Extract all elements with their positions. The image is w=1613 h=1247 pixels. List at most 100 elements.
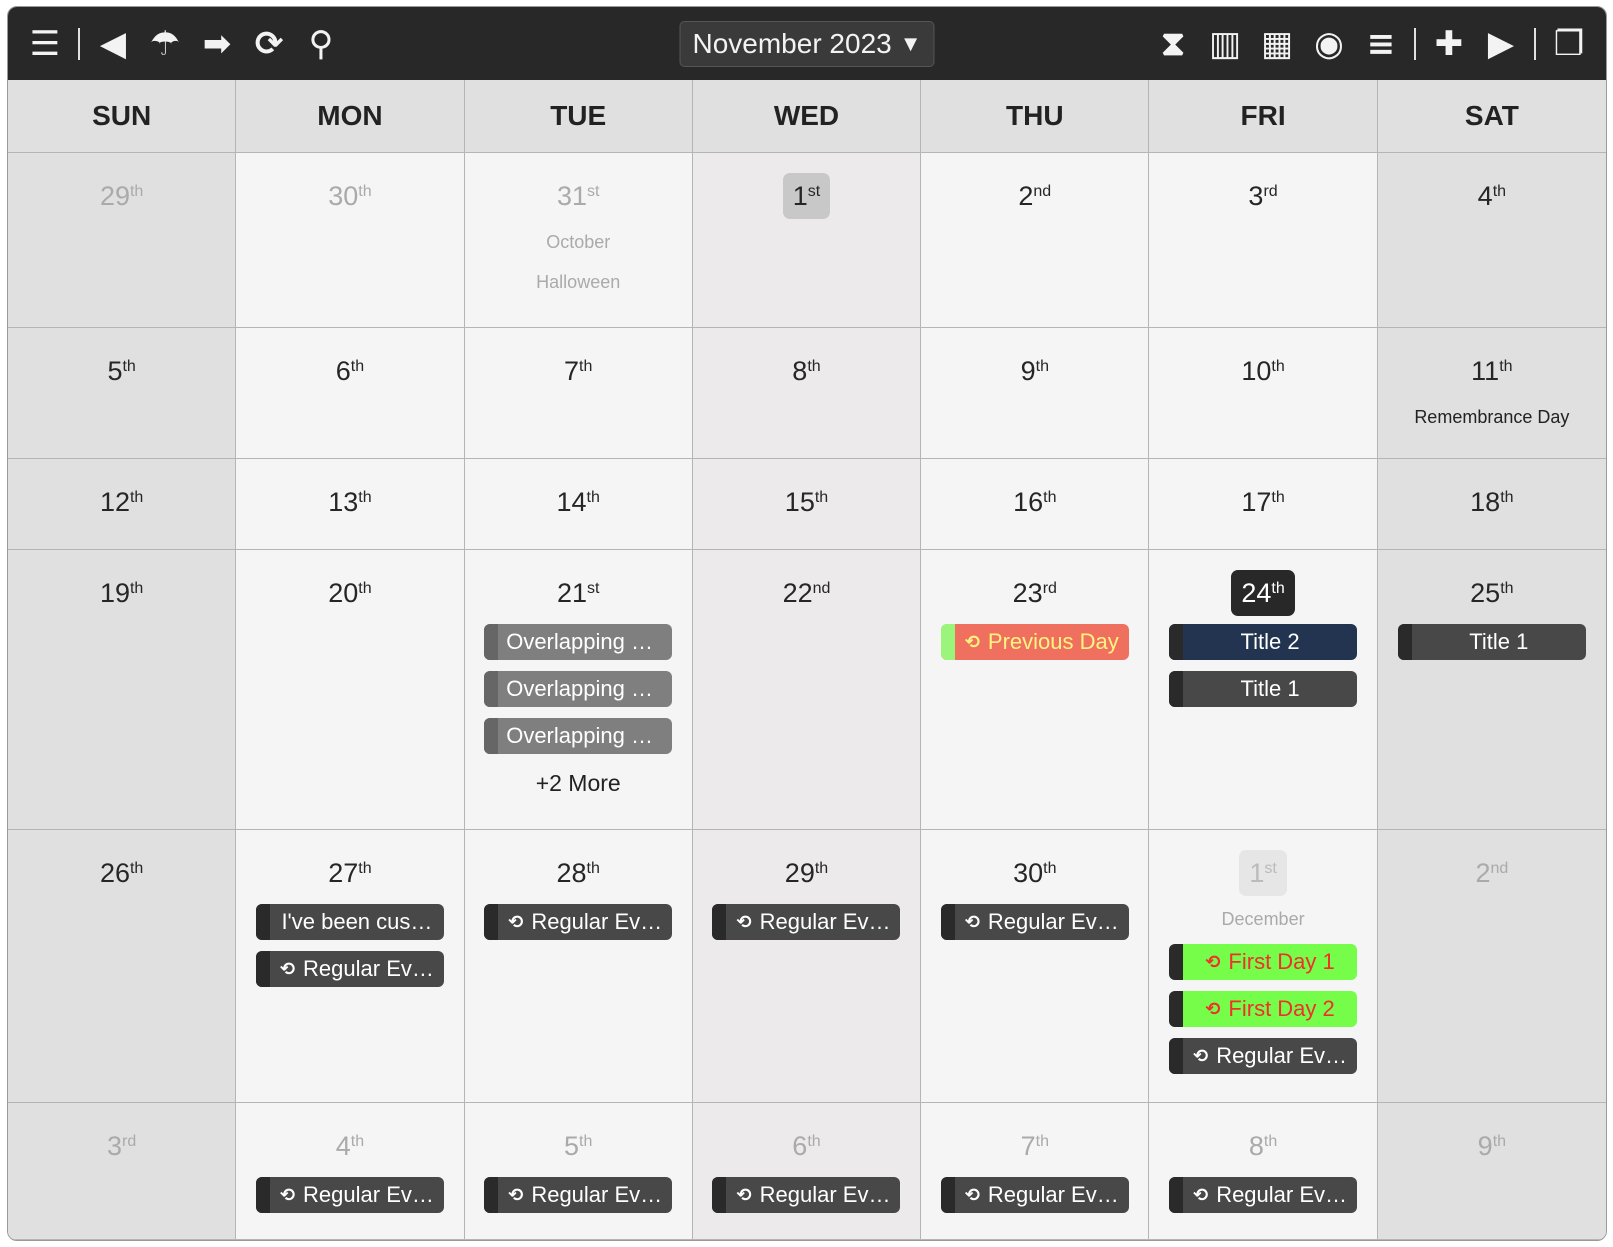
event-chip[interactable]: Title 2 xyxy=(1169,624,1358,660)
grid-icon[interactable]: ▦ xyxy=(1260,23,1294,64)
day-number[interactable]: 20th xyxy=(318,570,381,616)
day-cell[interactable]: 7th ⟲ Regular Ev… xyxy=(921,1103,1150,1240)
day-number[interactable]: 28th xyxy=(547,850,610,896)
event-chip[interactable]: ⟲ Regular Ev… xyxy=(255,1177,444,1213)
day-cell[interactable]: 14th xyxy=(464,459,693,550)
day-number[interactable]: 29th xyxy=(90,173,153,219)
day-number[interactable]: 30th xyxy=(318,173,381,219)
day-cell[interactable]: 3rd xyxy=(8,1103,237,1240)
event-chip[interactable]: Title 1 xyxy=(1169,671,1358,707)
day-cell[interactable]: 20th xyxy=(236,550,465,830)
day-cell[interactable]: 31st October Halloween xyxy=(464,153,693,328)
day-number[interactable]: 29th xyxy=(775,850,838,896)
day-cell[interactable]: 4th xyxy=(1377,153,1606,328)
columns-icon[interactable]: ▥ xyxy=(1208,23,1242,64)
day-cell[interactable]: 3rd xyxy=(1149,153,1378,328)
event-chip[interactable]: ⟲ First Day 2 xyxy=(1169,991,1358,1027)
day-number[interactable]: 8th xyxy=(782,348,830,394)
fullscreen-icon[interactable]: ❐ xyxy=(1553,23,1585,64)
day-number[interactable]: 17th xyxy=(1231,479,1294,525)
day-number[interactable]: 1st xyxy=(782,173,831,219)
event-chip[interactable]: ⟲ Regular Ev… xyxy=(1169,1177,1358,1213)
day-number[interactable]: 11th xyxy=(1461,348,1522,394)
day-number[interactable]: 26th xyxy=(90,850,153,896)
day-number[interactable]: 14th xyxy=(547,479,610,525)
day-number[interactable]: 5th xyxy=(97,348,145,394)
event-chip[interactable]: ⟲ Regular Ev… xyxy=(255,951,444,987)
day-number[interactable]: 19th xyxy=(90,570,153,616)
day-cell[interactable]: 8th xyxy=(692,328,922,459)
month-selector-button[interactable]: November 2023 ▼ xyxy=(679,21,935,67)
day-cell[interactable]: 21st Overlapping … Overlapping … Overlappin… xyxy=(464,550,693,830)
day-cell[interactable]: 6th xyxy=(236,328,465,459)
refresh-icon[interactable]: ⟳ xyxy=(254,23,284,64)
event-chip[interactable]: ⟲ First Day 1 xyxy=(1169,944,1358,980)
day-cell[interactable]: 1st xyxy=(692,153,922,328)
day-number[interactable]: 4th xyxy=(326,1123,374,1169)
day-number[interactable]: 8th xyxy=(1239,1123,1287,1169)
day-cell[interactable]: 12th xyxy=(8,459,237,550)
event-chip[interactable]: ⟲ Regular Ev… xyxy=(484,1177,673,1213)
day-cell[interactable]: 29th ⟲ Regular Ev… xyxy=(692,830,922,1103)
day-number[interactable]: 16th xyxy=(1003,479,1066,525)
day-number[interactable]: 4th xyxy=(1468,173,1516,219)
event-chip[interactable]: Title 1 xyxy=(1397,624,1586,660)
search-icon[interactable]: ⚲ xyxy=(308,23,334,64)
day-cell[interactable]: 16th xyxy=(921,459,1150,550)
event-chip[interactable]: ⟲ Previous Day xyxy=(940,624,1129,660)
day-cell[interactable]: 28th ⟲ Regular Ev… xyxy=(464,830,693,1103)
day-cell[interactable]: 2nd xyxy=(921,153,1150,328)
day-number[interactable]: 6th xyxy=(782,1123,830,1169)
day-number[interactable]: 5th xyxy=(554,1123,602,1169)
day-cell[interactable]: 15th xyxy=(692,459,922,550)
more-events-link[interactable]: +2 More xyxy=(535,770,621,796)
list-icon[interactable]: ≡ xyxy=(1366,23,1396,64)
day-number[interactable]: 3rd xyxy=(97,1123,146,1169)
day-number[interactable]: 3rd xyxy=(1238,173,1287,219)
day-cell[interactable]: 9th xyxy=(1377,1103,1606,1240)
event-chip[interactable]: ⟲ Regular Ev… xyxy=(484,904,673,940)
day-number[interactable]: 30th xyxy=(1003,850,1066,896)
day-number[interactable]: 24th xyxy=(1231,570,1295,616)
day-cell[interactable]: 5th ⟲ Regular Ev… xyxy=(464,1103,693,1240)
day-number[interactable]: 21st xyxy=(547,570,610,616)
day-number[interactable]: 27th xyxy=(318,850,381,896)
forward-icon[interactable]: ➡ xyxy=(202,23,232,64)
today-icon[interactable]: ☂ xyxy=(149,23,181,64)
day-number[interactable]: 1st xyxy=(1239,850,1287,896)
event-chip[interactable]: Overlapping … xyxy=(484,671,673,707)
event-chip[interactable]: ⟲ Regular Ev… xyxy=(1169,1038,1358,1074)
day-number[interactable]: 23rd xyxy=(1003,570,1067,616)
day-cell[interactable]: 8th ⟲ Regular Ev… xyxy=(1149,1103,1378,1240)
day-number[interactable]: 9th xyxy=(1468,1123,1516,1169)
day-number[interactable]: 18th xyxy=(1460,479,1523,525)
event-chip[interactable]: ⟲ Regular Ev… xyxy=(940,1177,1129,1213)
day-cell[interactable]: 23rd ⟲ Previous Day xyxy=(921,550,1150,830)
day-cell[interactable]: 4th ⟲ Regular Ev… xyxy=(236,1103,465,1240)
eye-icon[interactable]: ◉ xyxy=(1314,23,1344,64)
day-cell[interactable]: 25th Title 1 xyxy=(1377,550,1606,830)
day-number[interactable]: 31st xyxy=(547,173,610,219)
day-number[interactable]: 9th xyxy=(1011,348,1059,394)
day-number[interactable]: 15th xyxy=(775,479,838,525)
day-number[interactable]: 2nd xyxy=(1008,173,1061,219)
day-number[interactable]: 7th xyxy=(1011,1123,1059,1169)
day-cell[interactable]: 27th I've been cus… ⟲ Regular Ev… xyxy=(236,830,465,1103)
day-cell[interactable]: 30th xyxy=(236,153,465,328)
back-icon[interactable]: ◀ xyxy=(99,23,127,64)
day-number[interactable]: 25th xyxy=(1460,570,1523,616)
day-number[interactable]: 2nd xyxy=(1465,850,1518,896)
day-number[interactable]: 13th xyxy=(318,479,381,525)
hourglass-icon[interactable]: ⧗ xyxy=(1161,23,1185,64)
event-chip[interactable]: Overlapping … xyxy=(484,718,673,754)
day-number[interactable]: 6th xyxy=(326,348,374,394)
day-cell[interactable]: 9th xyxy=(921,328,1150,459)
day-cell[interactable]: 30th ⟲ Regular Ev… xyxy=(921,830,1150,1103)
day-cell[interactable]: 24th Title 2 Title 1 xyxy=(1149,550,1378,830)
event-chip[interactable]: ⟲ Regular Ev… xyxy=(940,904,1129,940)
day-cell[interactable]: 26th xyxy=(8,830,237,1103)
day-number[interactable]: 7th xyxy=(554,348,602,394)
menu-icon[interactable]: ☰ xyxy=(29,23,61,64)
event-chip[interactable]: ⟲ Regular Ev… xyxy=(712,904,901,940)
day-cell[interactable]: 13th xyxy=(236,459,465,550)
